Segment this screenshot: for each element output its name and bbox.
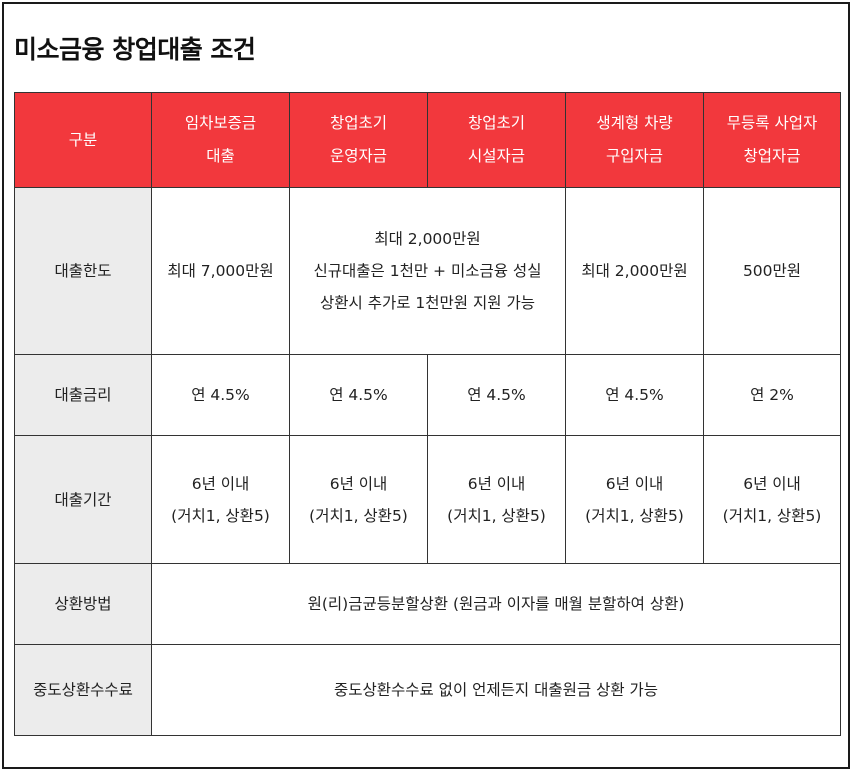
header-col-unregistered-business: 무등록 사업자 창업자금 — [703, 92, 841, 188]
header-row: 구분 임차보증금 대출 창업초기 운영자금 창업초기 시설자금 생계형 차량 구… — [14, 92, 841, 188]
header-col-line2: 시설자금 — [467, 147, 526, 165]
table-row-period: 대출기간 6년 이내 (거치1, 상환5) 6년 이내 (거치1, 상환5) 6… — [14, 435, 841, 564]
cell-period-line2: (거치1, 상환5) — [309, 506, 408, 525]
cell-period-line2: (거치1, 상환5) — [447, 506, 546, 525]
page-title: 미소금융 창업대출 조건 — [14, 35, 256, 64]
header-col-line1: 창업초기 — [467, 114, 526, 132]
header-col-deposit-loan: 임차보증금 대출 — [151, 92, 290, 188]
header-col-line2: 구입자금 — [605, 147, 664, 165]
cell-limit-unregistered: 500만원 — [703, 187, 841, 355]
cell-limit-startup-line: 신규대출은 1천만 + 미소금융 성실 — [313, 262, 542, 280]
row-label-method: 상환방법 — [14, 563, 152, 645]
cell-period-line2: (거치1, 상환5) — [722, 506, 822, 525]
table-row-limit: 대출한도 최대 7,000만원 최대 2,000만원 신규대출은 1천만 + 미… — [14, 187, 841, 355]
table-row-fee: 중도상환수수료 중도상환수수료 없이 언제든지 대출원금 상환 가능 — [14, 644, 841, 736]
header-category: 구분 — [14, 92, 152, 188]
cell-fee: 중도상환수수료 없이 언제든지 대출원금 상환 가능 — [151, 644, 841, 736]
cell-rate: 연 4.5% — [427, 354, 566, 436]
row-label-limit: 대출한도 — [14, 187, 152, 355]
row-label-fee: 중도상환수수료 — [14, 644, 152, 736]
cell-period-line1: 6년 이내 — [467, 474, 526, 493]
cell-period-line1: 6년 이내 — [743, 474, 801, 493]
header-col-startup-operating: 창업초기 운영자금 — [289, 92, 428, 188]
cell-period: 6년 이내 (거치1, 상환5) — [289, 435, 428, 564]
header-col-vehicle-purchase: 생계형 차량 구입자금 — [565, 92, 704, 188]
header-col-line1: 생계형 차량 — [596, 114, 673, 132]
row-label-period: 대출기간 — [14, 435, 152, 564]
cell-limit-vehicle: 최대 2,000만원 — [565, 187, 704, 355]
cell-limit-startup-line: 상환시 추가로 1천만원 지원 가능 — [320, 294, 535, 312]
row-label-rate: 대출금리 — [14, 354, 152, 436]
cell-period: 6년 이내 (거치1, 상환5) — [703, 435, 841, 564]
cell-limit-deposit: 최대 7,000만원 — [151, 187, 290, 355]
table-row-method: 상환방법 원(리)금균등분할상환 (원금과 이자를 매월 분할하여 상환) — [14, 563, 841, 645]
cell-rate: 연 4.5% — [565, 354, 704, 436]
loan-conditions-table: 구분 임차보증금 대출 창업초기 운영자금 창업초기 시설자금 생계형 차량 구… — [14, 92, 841, 736]
cell-rate: 연 2% — [703, 354, 841, 436]
cell-period: 6년 이내 (거치1, 상환5) — [151, 435, 290, 564]
cell-rate: 연 4.5% — [151, 354, 290, 436]
header-col-line2: 창업자금 — [743, 147, 801, 165]
header-col-line1: 무등록 사업자 — [726, 114, 818, 132]
header-col-line2: 대출 — [206, 147, 235, 165]
cell-period: 6년 이내 (거치1, 상환5) — [427, 435, 566, 564]
header-col-line2: 운영자금 — [329, 147, 388, 165]
header-col-line1: 임차보증금 — [184, 114, 257, 132]
cell-limit-startup-line: 최대 2,000만원 — [374, 230, 481, 248]
cell-method: 원(리)금균등분할상환 (원금과 이자를 매월 분할하여 상환) — [151, 563, 841, 645]
cell-rate: 연 4.5% — [289, 354, 428, 436]
header-col-startup-facility: 창업초기 시설자금 — [427, 92, 566, 188]
cell-period-line2: (거치1, 상환5) — [585, 506, 684, 525]
table-row-rate: 대출금리 연 4.5% 연 4.5% 연 4.5% 연 4.5% 연 2% — [14, 354, 841, 436]
cell-period-line1: 6년 이내 — [605, 474, 664, 493]
cell-period: 6년 이내 (거치1, 상환5) — [565, 435, 704, 564]
cell-period-line1: 6년 이내 — [191, 474, 250, 493]
cell-limit-startup: 최대 2,000만원 신규대출은 1천만 + 미소금융 성실 상환시 추가로 1… — [289, 187, 566, 355]
cell-period-line1: 6년 이내 — [329, 474, 388, 493]
cell-period-line2: (거치1, 상환5) — [171, 506, 270, 525]
header-col-line1: 창업초기 — [329, 114, 388, 132]
